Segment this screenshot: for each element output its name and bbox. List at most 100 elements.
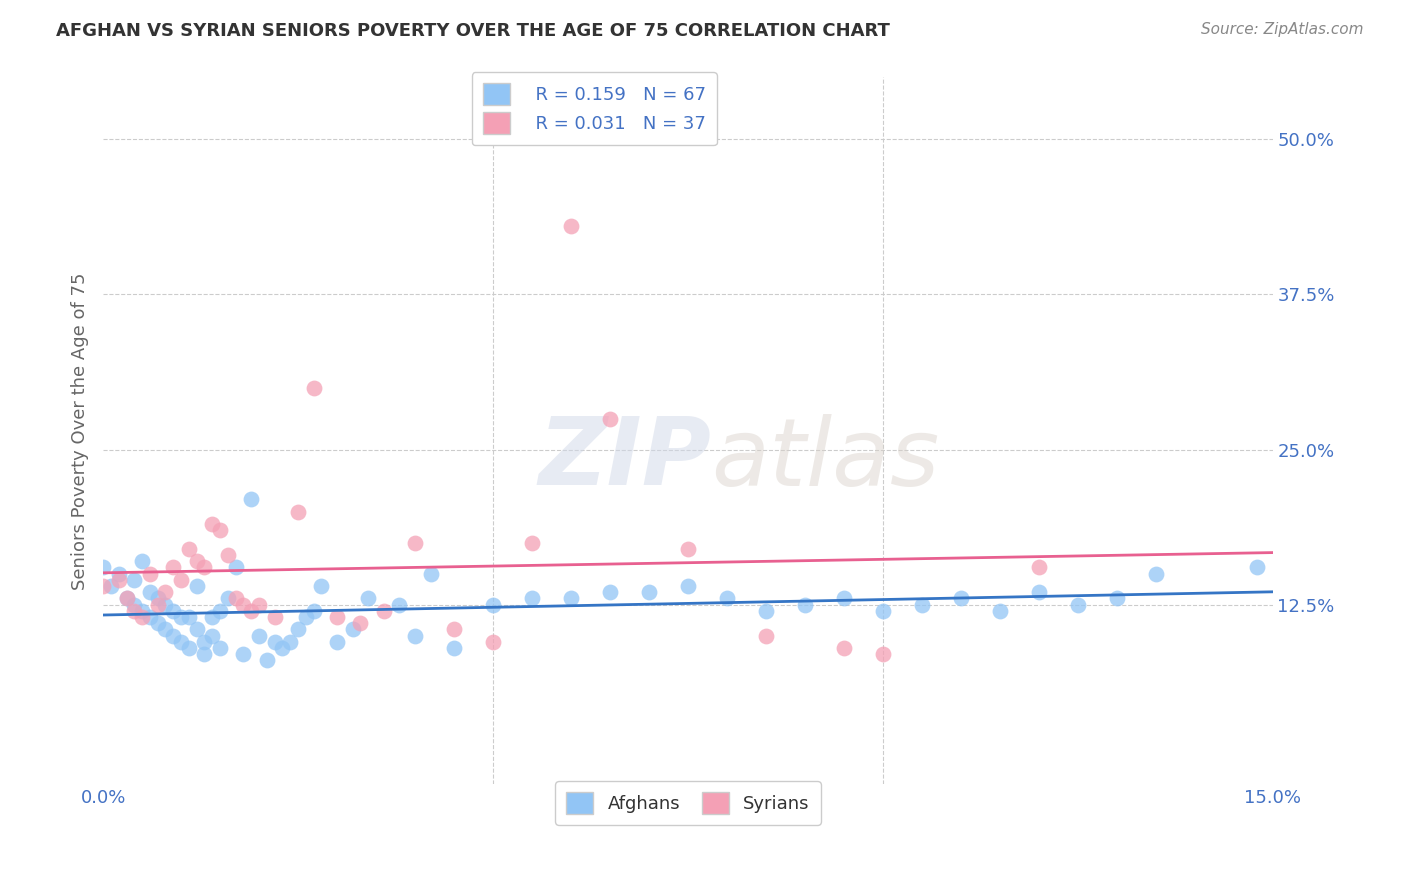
Text: Source: ZipAtlas.com: Source: ZipAtlas.com [1201,22,1364,37]
Legend: Afghans, Syrians: Afghans, Syrians [555,781,821,825]
Point [170,634,193,648]
Point [209,640,232,655]
Point [209,523,232,537]
Point [162,629,184,643]
Point [302,380,325,394]
Point [124,598,146,612]
Point [146,591,169,606]
Point [388,598,411,612]
Text: atlas: atlas [711,414,939,505]
Point [115,591,138,606]
Point [131,604,153,618]
Point [139,610,162,624]
Point [637,585,659,599]
Point [560,219,582,234]
Point [755,629,778,643]
Point [193,647,215,661]
Point [131,610,153,624]
Point [155,623,177,637]
Point [443,640,465,655]
Point [201,610,224,624]
Point [256,653,278,667]
Point [278,634,301,648]
Point [357,591,380,606]
Point [911,598,934,612]
Point [295,610,318,624]
Point [201,629,224,643]
Point [676,579,699,593]
Point [676,541,699,556]
Point [1028,560,1050,574]
Point [240,604,263,618]
Point [326,610,349,624]
Point [520,535,543,549]
Point [1246,560,1268,574]
Point [872,647,894,661]
Point [100,579,122,593]
Point [599,585,621,599]
Point [217,548,239,562]
Point [186,623,208,637]
Point [326,634,349,648]
Point [177,640,200,655]
Point [139,566,162,581]
Point [170,573,193,587]
Point [91,579,114,593]
Point [240,492,263,507]
Point [520,591,543,606]
Point [146,598,169,612]
Point [263,610,285,624]
Point [170,610,193,624]
Point [232,598,254,612]
Point [115,591,138,606]
Point [872,604,894,618]
Point [988,604,1011,618]
Point [832,591,855,606]
Point [247,629,270,643]
Point [949,591,972,606]
Point [832,640,855,655]
Point [193,560,215,574]
Point [1144,566,1167,581]
Point [373,604,395,618]
Point [232,647,254,661]
Point [271,640,294,655]
Point [146,616,169,631]
Point [155,598,177,612]
Point [209,604,232,618]
Point [793,598,815,612]
Point [302,604,325,618]
Text: ZIP: ZIP [538,413,711,505]
Point [1028,585,1050,599]
Point [419,566,441,581]
Point [342,623,364,637]
Text: AFGHAN VS SYRIAN SENIORS POVERTY OVER THE AGE OF 75 CORRELATION CHART: AFGHAN VS SYRIAN SENIORS POVERTY OVER TH… [56,22,890,40]
Point [186,554,208,568]
Point [716,591,738,606]
Point [107,573,129,587]
Point [217,591,239,606]
Point [162,604,184,618]
Point [311,579,333,593]
Point [225,591,247,606]
Point [124,573,146,587]
Point [247,598,270,612]
Y-axis label: Seniors Poverty Over the Age of 75: Seniors Poverty Over the Age of 75 [72,272,89,590]
Point [107,566,129,581]
Point [482,598,505,612]
Point [131,554,153,568]
Point [124,604,146,618]
Point [1105,591,1128,606]
Point [599,411,621,425]
Point [91,560,114,574]
Point [193,634,215,648]
Point [443,623,465,637]
Point [225,560,247,574]
Point [263,634,285,648]
Point [1066,598,1088,612]
Point [404,535,426,549]
Point [560,591,582,606]
Point [186,579,208,593]
Point [349,616,371,631]
Point [482,634,505,648]
